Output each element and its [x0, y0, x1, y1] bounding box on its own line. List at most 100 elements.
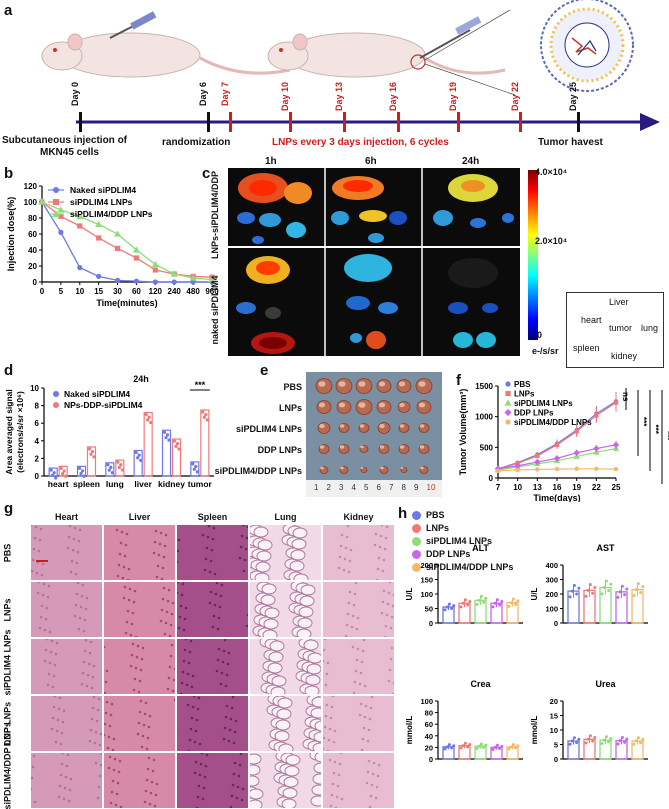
nucleus [326, 749, 330, 751]
nucleus [202, 786, 206, 790]
alveolus [305, 674, 321, 686]
alveolus [274, 730, 290, 742]
ruler-number: 5 [364, 483, 369, 492]
he-stain-tile [322, 581, 395, 638]
nucleus [122, 596, 126, 600]
sig-label: *** [663, 431, 669, 441]
tumor-highlight [399, 402, 405, 408]
nucleus [60, 762, 64, 766]
nucleus [345, 535, 349, 539]
ruler-number: 7 [389, 483, 394, 492]
nucleus [126, 609, 130, 613]
nucleus [174, 657, 175, 659]
panel-label-e: e [260, 362, 269, 379]
data-point [132, 246, 141, 253]
data-dot [516, 599, 520, 603]
legend-marker [505, 419, 511, 425]
data-dot [59, 466, 63, 470]
tumor-highlight [398, 381, 406, 387]
nucleus [209, 590, 213, 594]
alveolus [313, 731, 321, 743]
data-dot [602, 585, 606, 589]
legend-marker [505, 381, 511, 387]
data-point [58, 229, 64, 235]
nucleus [109, 713, 113, 717]
nucleus [345, 623, 349, 627]
nucleus [332, 740, 336, 744]
nucleus [177, 626, 181, 630]
data-point [38, 198, 46, 205]
nucleus [96, 796, 100, 800]
data-dot [493, 601, 497, 605]
data-point [171, 279, 177, 285]
tumor-highlight [419, 424, 425, 428]
data-dot [639, 741, 643, 745]
nucleus [363, 715, 367, 719]
nucleus [54, 740, 58, 744]
data-dot [491, 605, 495, 609]
nucleus [33, 800, 37, 804]
nucleus [328, 727, 332, 731]
nucleus [144, 789, 148, 793]
alveolus [303, 639, 319, 651]
nucleus [358, 693, 360, 694]
nucleus [31, 569, 34, 573]
nucleus [115, 792, 119, 796]
timeline-day-label: Day 0 [70, 82, 80, 107]
nucleus [208, 570, 212, 574]
data-dot [570, 739, 574, 743]
legend-label: siPDLIM4 LNPs [426, 536, 493, 546]
nucleus [111, 748, 115, 751]
nucleus [41, 593, 45, 597]
he-stain-tile [322, 524, 395, 581]
nucleus [157, 553, 161, 557]
nucleus [41, 562, 45, 566]
nucleus [370, 696, 374, 699]
he-stain-tile [30, 638, 103, 695]
nucleus [120, 530, 124, 534]
data-dot [616, 595, 620, 599]
he-stain-tile [249, 638, 322, 695]
nucleus [78, 528, 82, 532]
organ-layout-legend-box: Liver heart tumor lung spleen kidney [566, 292, 664, 368]
y-tick-label: 20 [550, 697, 558, 706]
nucleus [150, 780, 154, 784]
nucleus [211, 537, 215, 541]
nucleus [206, 535, 210, 539]
he-stain-tile [176, 638, 249, 695]
nucleus [333, 729, 337, 733]
data-dot [466, 745, 470, 749]
y-tick-label: 0 [489, 474, 494, 483]
nucleus [362, 639, 366, 642]
legend-label: siPDLIM4/DDP LNPs [514, 418, 592, 427]
panel-e-row-label: DDP LNPs [257, 445, 302, 455]
y-tick-label: 60 [28, 230, 37, 239]
data-point [554, 466, 560, 472]
nucleus [385, 525, 389, 529]
he-tile-texture [323, 696, 374, 751]
nucleus [49, 650, 53, 654]
nucleus [50, 639, 54, 643]
panel-label-h: h [398, 505, 408, 522]
nucleus [222, 737, 226, 741]
nucleus [331, 782, 335, 786]
injection-label-line1: Subcutaneous injection of [2, 135, 128, 146]
nucleus [132, 688, 136, 692]
nucleus [38, 626, 42, 630]
x-tick-label: 10 [75, 287, 84, 296]
data-dot [64, 474, 68, 478]
nucleus [344, 634, 348, 637]
nucleus [153, 804, 157, 808]
nucleus [376, 567, 380, 571]
nucleus [91, 675, 95, 679]
alveolus [311, 784, 321, 796]
nucleus [136, 732, 140, 736]
data-dot [447, 602, 451, 606]
panel-e-row-label: siPDLIM4/DDP LNPs [214, 466, 302, 476]
nucleus [390, 646, 394, 650]
legend-marker [53, 402, 59, 408]
y-axis-label: U/L [530, 587, 539, 600]
alveolus [264, 607, 280, 619]
nucleus [171, 601, 175, 605]
nucleus [133, 589, 137, 593]
